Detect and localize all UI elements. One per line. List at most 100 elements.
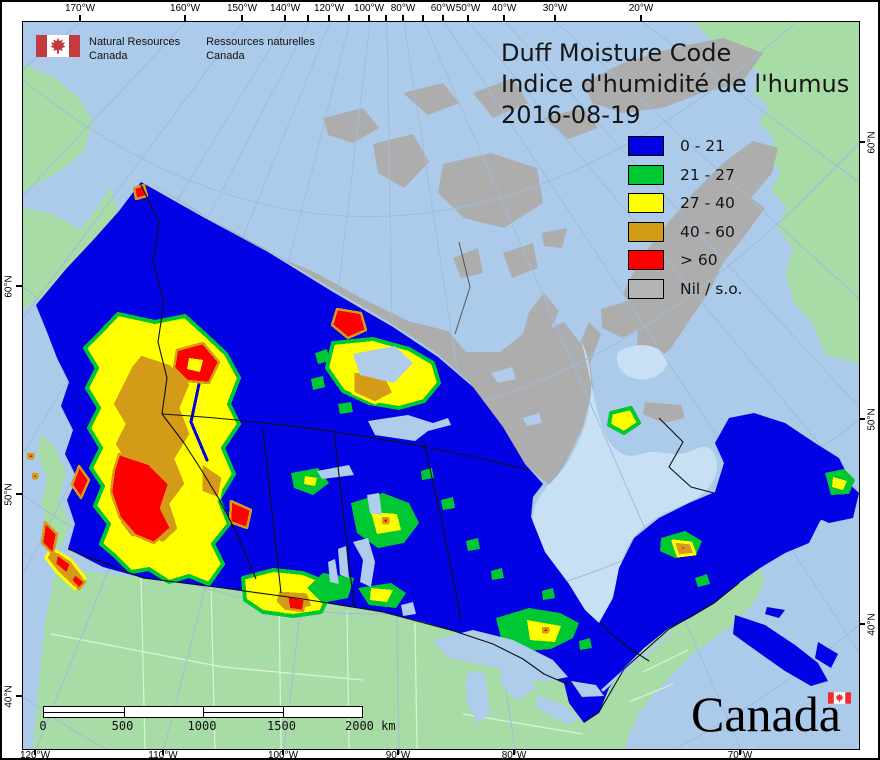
latitude-tick	[16, 695, 22, 697]
canada-wordmark: Canada	[691, 686, 859, 748]
legend-label: 40 - 60	[680, 222, 735, 241]
longitude-tick	[640, 15, 642, 21]
map-canvas-frame: Natural Resources Canada Ressources natu…	[22, 21, 860, 750]
dept-en-line1: Natural Resources	[89, 36, 181, 48]
legend-swatch	[628, 250, 664, 271]
longitude-tick	[307, 15, 309, 21]
longitude-label: 30°W	[542, 3, 568, 14]
longitude-tick	[385, 15, 387, 21]
longitude-tick	[284, 15, 286, 21]
scalebar-label: 1500	[267, 719, 296, 733]
longitude-tick	[348, 15, 350, 21]
latitude-label: 60°N	[866, 120, 878, 164]
state-boundaries	[50, 573, 689, 749]
dept-fr-line2: Canada	[206, 50, 245, 62]
legend: 0 - 21 21 - 27 27 - 40 40 - 60 > 60 Nil …	[628, 132, 742, 303]
scalebar-label: 2000 km	[345, 719, 396, 733]
scalebar-bar	[43, 706, 363, 718]
longitude-label: 20°W	[628, 3, 654, 14]
political-boundaries	[67, 184, 740, 723]
legend-item: > 60	[628, 246, 742, 275]
legend-swatch	[628, 221, 664, 242]
longitude-tick	[503, 15, 505, 21]
longitude-label: 100°W	[267, 750, 299, 760]
map-title-block: Duff Moisture Code Indice d'humidité de …	[501, 38, 849, 131]
scalebar-label: 500	[111, 719, 134, 733]
legend-label: 21 - 27	[680, 165, 735, 184]
longitude-tick	[739, 749, 741, 755]
legend-item: Nil / s.o.	[628, 275, 742, 304]
longitude-tick	[34, 749, 36, 755]
longitude-label: 150°W	[226, 3, 258, 14]
latitude-label-text: 60°N	[866, 130, 878, 154]
longitude-tick	[282, 749, 284, 755]
longitude-label: 80°W	[390, 3, 416, 14]
territorial-boundary	[454, 241, 471, 335]
legend-label: 27 - 40	[680, 194, 735, 213]
longitude-tick	[554, 15, 556, 21]
latitude-label: 50°N	[3, 472, 15, 516]
latitude-label: 40°N	[3, 674, 15, 718]
longitude-tick	[442, 15, 444, 21]
canada-flag-icon	[36, 35, 80, 57]
longitude-label: 140°W	[269, 3, 301, 14]
dept-name-fr: Ressources naturelles Canada	[206, 35, 315, 63]
scalebar-segment	[123, 707, 204, 717]
longitude-tick	[328, 15, 330, 21]
longitude-label: 120°W	[19, 750, 51, 760]
legend-item: 21 - 27	[628, 161, 742, 190]
legend-swatch	[628, 164, 664, 185]
longitude-label: 90°W	[385, 750, 411, 760]
longitude-label: 80°W	[501, 750, 527, 760]
latitude-label: 40°N	[866, 602, 878, 646]
latitude-tick	[859, 623, 865, 625]
legend-item: 27 - 40	[628, 189, 742, 218]
scalebar-labels: 0 500 1000 1500 2000 km	[39, 719, 395, 733]
scalebar-label: 1000	[187, 719, 217, 733]
latitude-label-text: 40°N	[866, 612, 878, 636]
latitude-label: 50°N	[866, 397, 878, 441]
scalebar-label: 0	[39, 719, 47, 733]
longitude-label: 60°W	[430, 3, 456, 14]
latitude-tick	[16, 493, 22, 495]
longitude-tick	[184, 15, 186, 21]
longitude-label: 110°W	[148, 750, 178, 760]
longitude-tick	[402, 15, 404, 21]
dmc-raster	[26, 183, 855, 651]
longitude-tick	[79, 15, 81, 21]
longitude-label: 40°W	[491, 3, 517, 14]
longitude-tick	[368, 15, 370, 21]
dmc-blue-base	[36, 182, 859, 723]
legend-swatch	[628, 278, 664, 299]
map-date: 2016-08-19	[501, 101, 641, 129]
map-title-fr: Indice d'humidité de l'humus	[501, 70, 850, 98]
latitude-label-text: 40°N	[3, 684, 15, 708]
scalebar-segment	[282, 707, 363, 717]
longitude-label: 120°W	[313, 3, 345, 14]
latitude-label-text: 60°N	[3, 274, 15, 298]
dept-name-en: Natural Resources Canada	[89, 35, 180, 63]
canada-dmc-map	[23, 22, 859, 749]
greenland	[695, 22, 859, 364]
latitude-label-text: 50°N	[866, 407, 878, 431]
longitude-tick	[513, 749, 515, 755]
dept-fr-line1: Ressources naturelles	[206, 36, 315, 48]
legend-label: Nil / s.o.	[680, 279, 743, 298]
scalebar-segment	[203, 707, 283, 717]
lakes	[317, 327, 708, 725]
latitude-label-text: 50°N	[3, 482, 15, 506]
wordmark-text: Canada	[691, 686, 841, 742]
longitude-label: 160°W	[169, 3, 201, 14]
usa-land	[33, 567, 765, 749]
latitude-tick	[16, 285, 22, 287]
longitude-tick	[467, 15, 469, 21]
legend-item: 0 - 21	[628, 132, 742, 161]
longitude-label: 100°W	[353, 3, 385, 14]
nil-gray-regions	[145, 38, 778, 486]
dept-en-line2: Canada	[89, 50, 128, 62]
scalebar: 0 500 1000 1500 2000 km	[39, 706, 396, 736]
nrcan-signature: Natural Resources Canada Ressources natu…	[36, 35, 315, 63]
latitude-label: 60°N	[3, 264, 15, 308]
map-title-en: Duff Moisture Code	[501, 39, 732, 67]
